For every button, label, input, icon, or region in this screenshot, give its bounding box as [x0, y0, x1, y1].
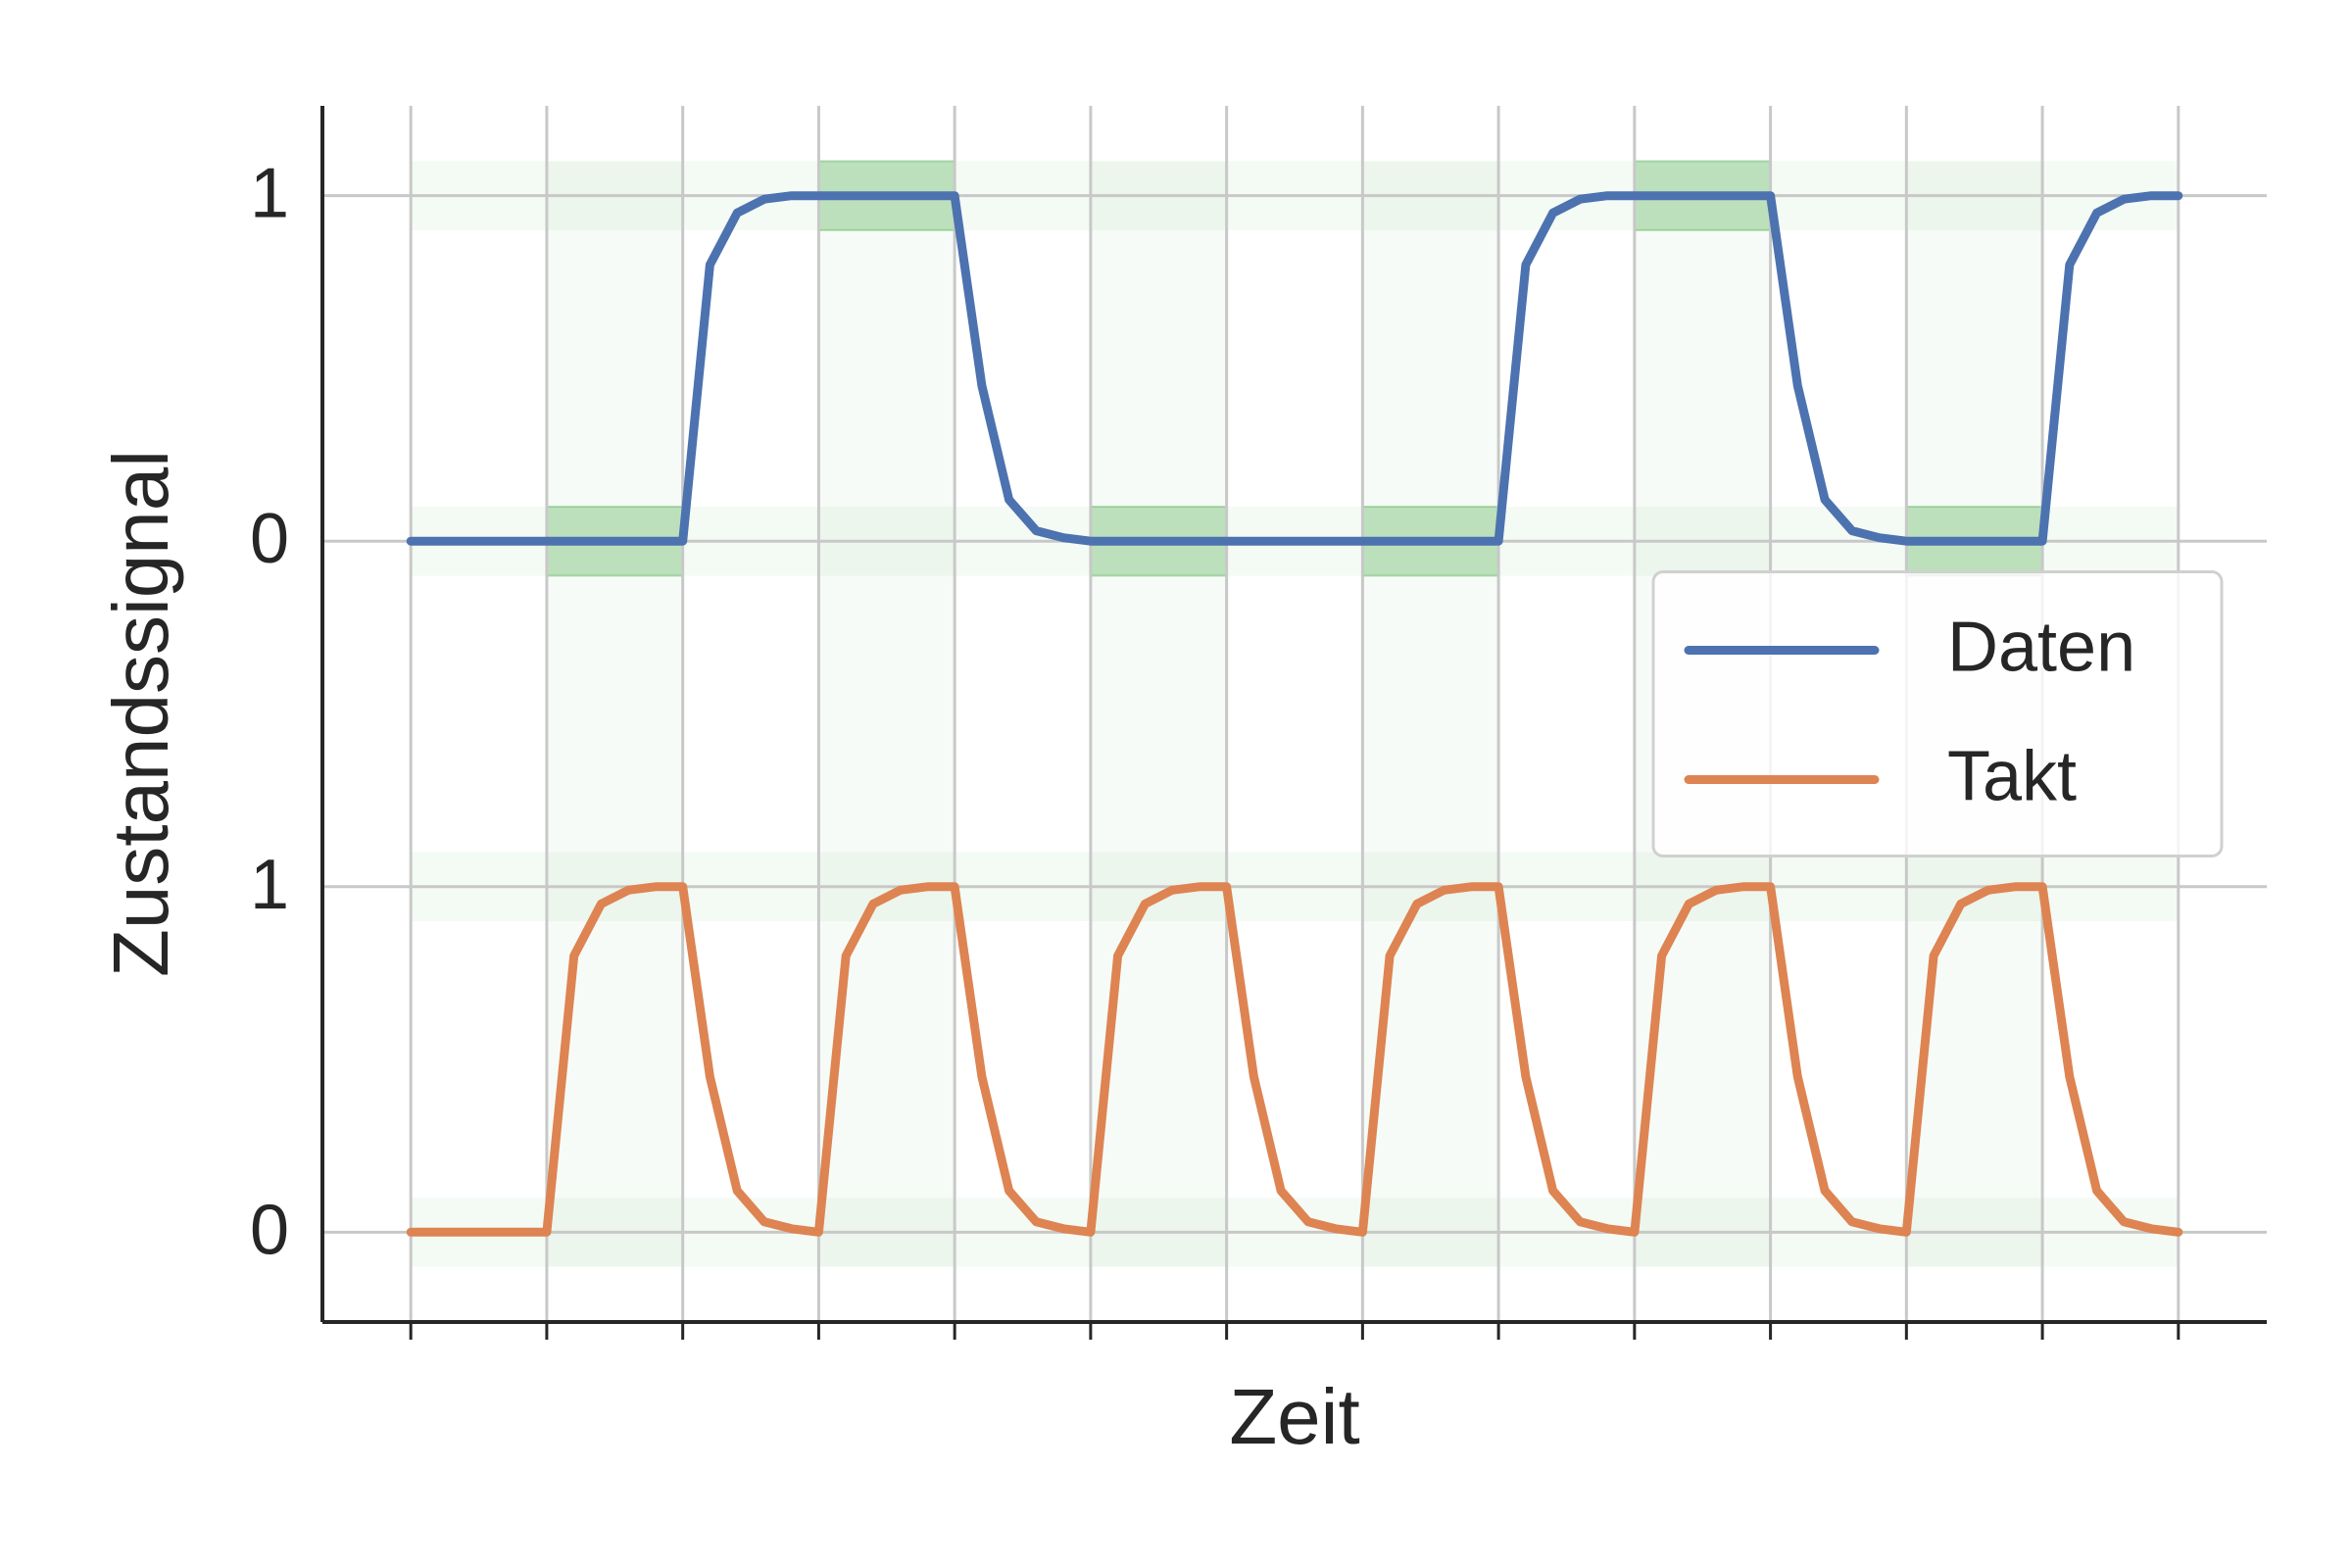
series-line [406, 882, 2183, 1237]
clock-column [1362, 161, 1499, 1267]
legend-label: Daten [1947, 609, 2135, 687]
y-tick-label: 0 [250, 500, 289, 578]
legend-label: Takt [1947, 738, 2077, 816]
y-tick-label: 1 [250, 155, 289, 233]
legend: Daten Takt [1651, 570, 2224, 858]
legend-box [1651, 570, 2224, 858]
clock-column [818, 161, 956, 1267]
y-tick-label: 1 [250, 846, 289, 924]
clock-column [546, 161, 683, 1267]
axes-layer: 0 1 0 1 [250, 106, 2267, 1340]
y-axis-label: Zustandssignal [97, 450, 184, 977]
line-layer [406, 191, 2183, 1237]
series-line [406, 191, 2183, 546]
y-tick-label: 0 [250, 1191, 289, 1269]
x-axis-label: Zeit [1229, 1373, 1359, 1460]
clock-column [1090, 161, 1227, 1267]
